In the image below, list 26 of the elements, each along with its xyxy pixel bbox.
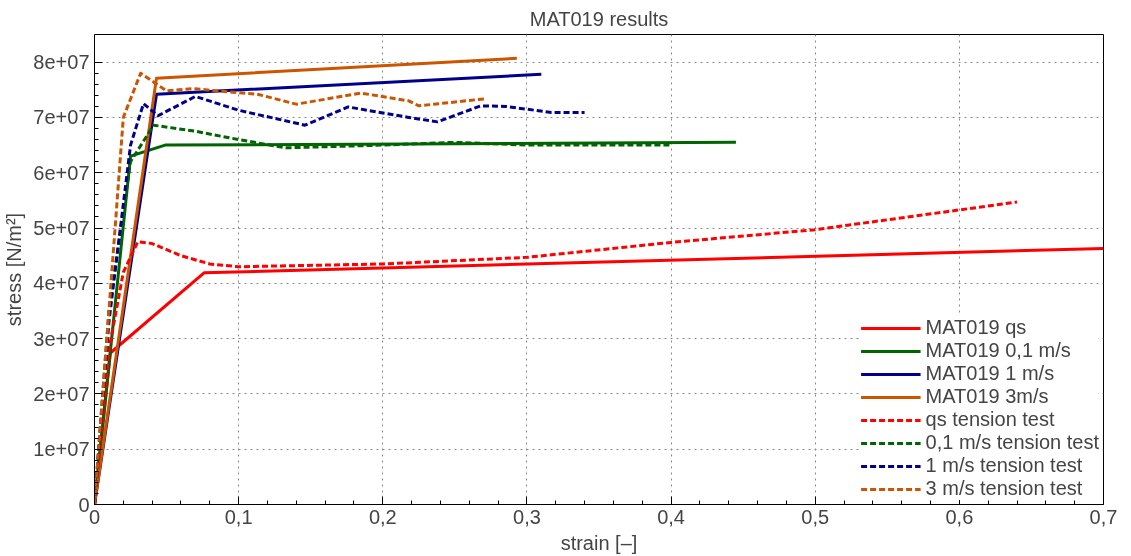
legend-label: 1 m/s tension test [925,454,1083,477]
legend-label: MAT019 3m/s [925,385,1049,408]
legend-label: MAT019 1 m/s [925,362,1055,385]
x-axis-title: strain [–] [560,531,638,554]
legend-label: qs tension test [925,408,1055,431]
x-tick-label: 0,4 [657,505,685,528]
x-tick-label: 0,7 [1089,505,1118,528]
y-tick-label: 5e+07 [33,217,90,240]
x-tick-label: 0,3 [513,505,541,528]
x-tick-label: 0,5 [801,505,830,528]
y-tick-label: 3e+07 [33,327,90,350]
x-tick-label: 0,1 [224,505,253,528]
y-tick-label: 2e+07 [33,382,90,405]
legend-label: 0,1 m/s tension test [925,431,1099,454]
legend-label: MAT019 qs [925,316,1027,339]
chart-title: MAT019 results [529,7,669,30]
x-tick-label: 0,6 [945,505,974,528]
y-tick-label: 7e+07 [33,106,90,129]
y-axis-title: stress [N/m²] [3,212,26,327]
y-tick-label: 1e+07 [33,438,90,461]
x-tick-label: 0,2 [368,505,397,528]
y-tick-label: 8e+07 [33,51,90,74]
y-tick-label: 4e+07 [33,272,90,295]
y-tick-label: 6e+07 [33,161,90,184]
legend-label: 3 m/s tension test [925,477,1083,500]
legend-label: MAT019 0,1 m/s [925,339,1071,362]
